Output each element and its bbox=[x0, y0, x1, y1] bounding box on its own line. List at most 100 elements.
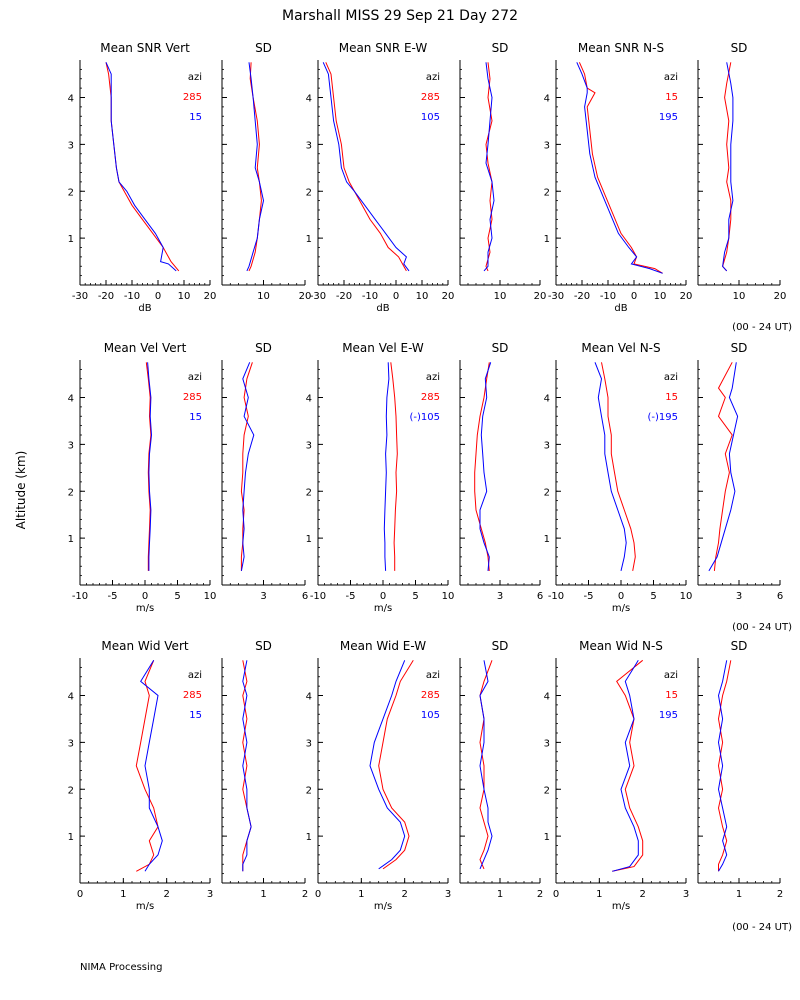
x-tick-label: 10 bbox=[442, 591, 455, 602]
x-tick-label: 1 bbox=[358, 889, 364, 900]
x-tick-label: 0 bbox=[553, 889, 559, 900]
x-tick-label: -30 bbox=[72, 291, 88, 302]
y-tick-label: 2 bbox=[68, 487, 74, 498]
panel-snr_vert_sd: SD 10 20 bbox=[221, 41, 311, 302]
series-line-15 bbox=[722, 62, 732, 272]
series-line-285 bbox=[242, 660, 252, 872]
altitude-axis-label: Altitude (km) bbox=[14, 451, 28, 530]
y-tick-label: 1 bbox=[544, 832, 550, 843]
x-tick-label: 1 bbox=[736, 889, 742, 900]
series-line-15 bbox=[612, 659, 644, 872]
y-tick-label: 4 bbox=[306, 394, 312, 405]
y-tick-label: 1 bbox=[306, 234, 312, 245]
x-tick-label: 0 bbox=[155, 291, 161, 302]
series-line-15 bbox=[717, 660, 732, 872]
y-tick-label: 3 bbox=[544, 440, 550, 451]
series-line-285 bbox=[135, 660, 159, 872]
y-tick-label: 1 bbox=[544, 534, 550, 545]
x-tick-label: -10 bbox=[124, 291, 140, 302]
x-tick-label: 20 bbox=[534, 291, 547, 302]
series-line-105 bbox=[322, 62, 410, 272]
y-tick-label: 4 bbox=[544, 394, 550, 405]
x-tick-label: -20 bbox=[336, 291, 352, 302]
legend-entry: (-)105 bbox=[410, 412, 441, 423]
x-axis-label: m/s bbox=[612, 603, 630, 614]
series-line-105 bbox=[483, 62, 495, 272]
panel-wid_ew: Mean Wid E-W 1 2 3 4 0 1 2 3 m/s azi 285 105 bbox=[306, 639, 452, 912]
x-tick-label: -10 bbox=[310, 591, 326, 602]
y-tick-label: 4 bbox=[306, 94, 312, 105]
y-tick-label: 3 bbox=[306, 440, 312, 451]
x-tick-label: 1 bbox=[497, 889, 503, 900]
x-tick-label: 10 bbox=[178, 291, 191, 302]
panel-snr_ew: Mean SNR E-W 1 2 3 4 -30 -20 -10 0 10 20 dB azi 285 10… bbox=[306, 41, 455, 314]
series-line-285 bbox=[390, 362, 398, 571]
y-tick-label: 1 bbox=[306, 832, 312, 843]
panel-title: SD bbox=[255, 341, 272, 355]
series-line-105 bbox=[479, 660, 493, 870]
legend-title: azi bbox=[664, 72, 678, 83]
x-tick-label: 10 bbox=[733, 291, 746, 302]
x-tick-label: -10 bbox=[72, 591, 88, 602]
y-tick-label: 4 bbox=[306, 692, 312, 703]
x-tick-label: -20 bbox=[98, 291, 114, 302]
y-tick-label: 4 bbox=[68, 94, 74, 105]
y-tick-label: 2 bbox=[544, 487, 550, 498]
x-tick-label: -5 bbox=[584, 591, 594, 602]
panel-title: SD bbox=[731, 341, 748, 355]
x-axis-label: dB bbox=[376, 303, 389, 314]
panel-vel_ns: Mean Vel N-S 1 2 3 4 -10 -5 0 5 10 m/s azi 15 (-)195 bbox=[544, 341, 693, 614]
x-tick-label: 0 bbox=[631, 291, 637, 302]
y-tick-label: 3 bbox=[68, 140, 74, 151]
panel-title: SD bbox=[255, 41, 272, 55]
footer-label: NIMA Processing bbox=[80, 962, 162, 973]
x-tick-label: 2 bbox=[639, 889, 645, 900]
legend-title: azi bbox=[426, 372, 440, 383]
x-tick-label: 6 bbox=[302, 591, 308, 602]
series-line-105 bbox=[369, 660, 406, 870]
ut-label-row1: (00 - 24 UT) bbox=[732, 322, 792, 333]
legend-title: azi bbox=[188, 670, 202, 681]
y-tick-label: 2 bbox=[306, 187, 312, 198]
x-tick-label: 3 bbox=[445, 889, 451, 900]
series-line-285 bbox=[474, 362, 490, 571]
x-axis-label: dB bbox=[614, 303, 627, 314]
series-line-285 bbox=[145, 362, 152, 571]
series-line-195 bbox=[576, 62, 663, 274]
ut-label-row3: (00 - 24 UT) bbox=[732, 922, 792, 933]
figure-title: Marshall MISS 29 Sep 21 Day 272 bbox=[282, 8, 518, 24]
x-tick-label: 3 bbox=[260, 591, 266, 602]
panel-wid_vert: Mean Wid Vert 1 2 3 4 0 1 2 3 m/s azi 285 15 bbox=[68, 639, 214, 912]
x-tick-label: 3 bbox=[736, 591, 742, 602]
legend-entry: 15 bbox=[189, 112, 202, 123]
y-tick-label: 2 bbox=[544, 187, 550, 198]
x-tick-label: 1 bbox=[120, 889, 126, 900]
panel-vel_vert_sd: SD 3 6 bbox=[221, 341, 308, 602]
y-tick-label: 1 bbox=[544, 234, 550, 245]
panel-title: Mean Vel N-S bbox=[581, 341, 660, 355]
legend-entry: 15 bbox=[665, 690, 678, 701]
x-tick-label: 10 bbox=[416, 291, 429, 302]
ut-label-row2: (00 - 24 UT) bbox=[732, 622, 792, 633]
x-tick-label: 20 bbox=[774, 291, 787, 302]
y-tick-label: 3 bbox=[544, 738, 550, 749]
series-line-195 bbox=[722, 62, 734, 272]
legend-entry: 15 bbox=[665, 92, 678, 103]
x-tick-label: 0 bbox=[315, 889, 321, 900]
x-tick-label: 20 bbox=[442, 291, 455, 302]
legend-entry: 15 bbox=[665, 392, 678, 403]
legend-entry: 105 bbox=[421, 710, 440, 721]
series-line-15 bbox=[601, 362, 636, 571]
y-tick-label: 3 bbox=[544, 140, 550, 151]
x-tick-label: -5 bbox=[346, 591, 356, 602]
x-axis-label: m/s bbox=[374, 603, 392, 614]
series-line-195 bbox=[717, 660, 728, 872]
x-tick-label: 2 bbox=[777, 889, 783, 900]
panel-vel_vert: Mean Vel Vert 1 2 3 4 -10 -5 0 5 10 m/s azi 285 15 bbox=[68, 341, 217, 614]
x-tick-label: 0 bbox=[77, 889, 83, 900]
series-line-105 bbox=[479, 362, 492, 571]
legend-entry: 285 bbox=[183, 392, 202, 403]
y-tick-label: 1 bbox=[306, 534, 312, 545]
x-tick-label: 0 bbox=[618, 591, 624, 602]
